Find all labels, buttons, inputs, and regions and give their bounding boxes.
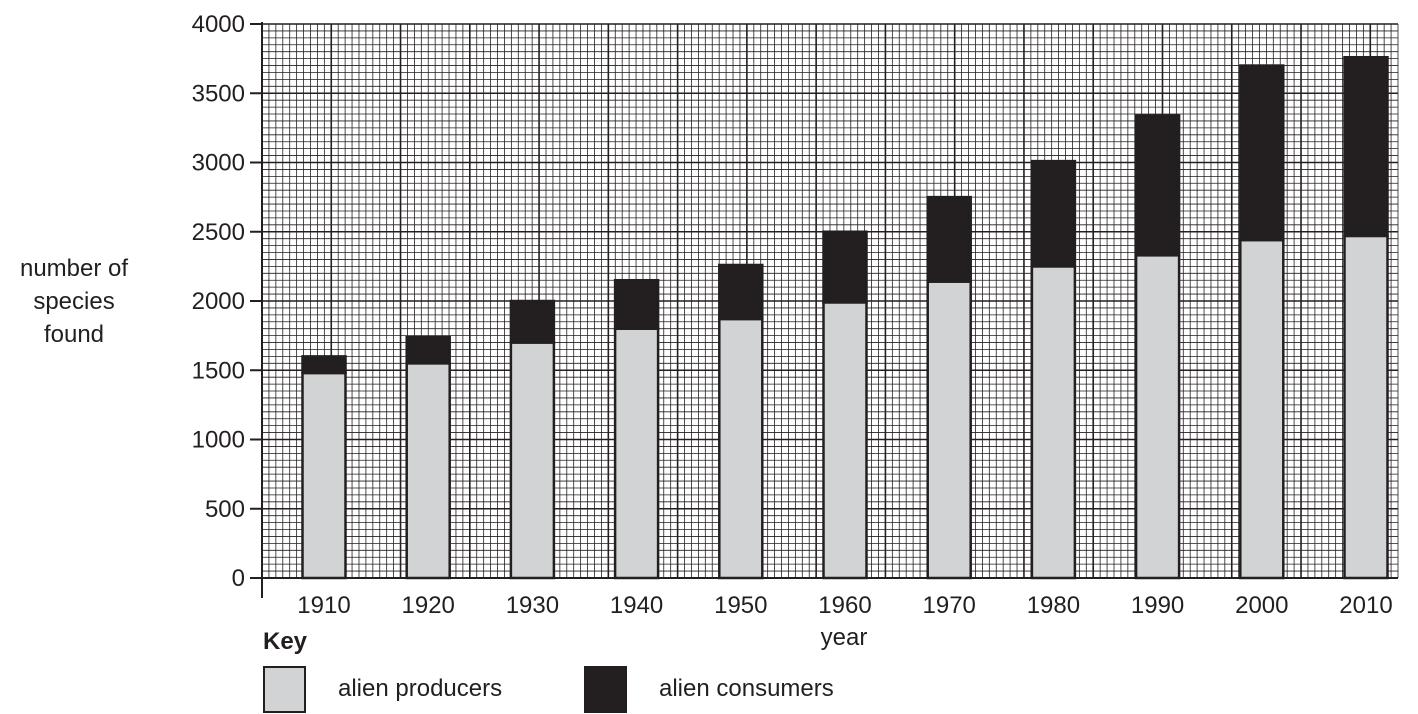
bar-producers-1950 [718,317,764,580]
bar-producers-1910 [301,371,347,580]
bar-producers-1970 [926,280,972,580]
legend-swatch-producers [263,665,306,713]
y-tick-label-3000: 3000 [192,150,245,177]
bar-consumers-1970 [926,195,972,283]
bar-consumers-1980 [1030,159,1077,268]
y-axis-label-line: species [33,288,115,315]
legend-item-producers: alien producers [263,664,502,714]
legend-swatch-consumers [584,665,627,713]
y-tick-label-500: 500 [205,496,245,523]
legend-label-consumers: alien consumers [659,675,834,702]
bar-producers-1960 [822,301,868,580]
x-tick-label-1990: 1990 [1131,592,1184,619]
bar-producers-1920 [405,362,451,580]
x-tick-label-1950: 1950 [714,592,767,619]
y-tick-label-4000: 4000 [192,11,245,38]
x-tick-label-2010: 2010 [1339,592,1392,619]
bar-producers-1980 [1030,265,1077,580]
y-tick-label-3500: 3500 [192,80,245,107]
bar-producers-2000 [1239,238,1285,580]
bar-consumers-1920 [405,335,451,365]
legend-label-producers: alien producers [338,675,503,702]
x-tick-label-1920: 1920 [402,592,455,619]
y-tick-label-1000: 1000 [192,427,245,454]
bar-producers-1990 [1134,254,1181,580]
y-tick-label-2500: 2500 [192,219,245,246]
bar-producers-1940 [613,327,660,580]
bar-consumers-1930 [509,299,556,344]
legend-item-consumers: alien consumers [584,664,834,714]
y-tick-label-1500: 1500 [192,357,245,384]
legend-title: Key [263,628,308,655]
chart-axes: 0 500 1000 1500 2000 2500 3000 3500 4000 [192,11,1398,598]
y-axis-label: number of species found [0,252,148,351]
y-axis-label-line: found [43,321,105,348]
bar-consumers-1910 [301,355,347,375]
bar-consumers-2010 [1343,55,1389,238]
x-tick-label-1970: 1970 [923,592,976,619]
bar-producers-2010 [1343,234,1389,580]
bar-consumers-1950 [718,263,764,321]
y-tick-label-2000: 2000 [192,288,245,315]
bar-consumers-2000 [1239,64,1285,242]
y-axis-label-line: number of [19,255,129,282]
bar-consumers-1940 [613,278,660,330]
bar-consumers-1990 [1134,114,1181,257]
x-tick-label-2000: 2000 [1235,592,1288,619]
x-tick-label-1980: 1980 [1027,592,1080,619]
bar-producers-1930 [509,341,556,580]
x-tick-label-1910: 1910 [297,592,350,619]
x-tick-label-1940: 1940 [610,592,663,619]
x-axis-label: year [820,624,868,651]
x-tick-label-1960: 1960 [818,592,871,619]
y-tick-label-0: 0 [232,565,245,592]
x-tick-label-1930: 1930 [506,592,559,619]
bar-consumers-1960 [822,230,868,304]
